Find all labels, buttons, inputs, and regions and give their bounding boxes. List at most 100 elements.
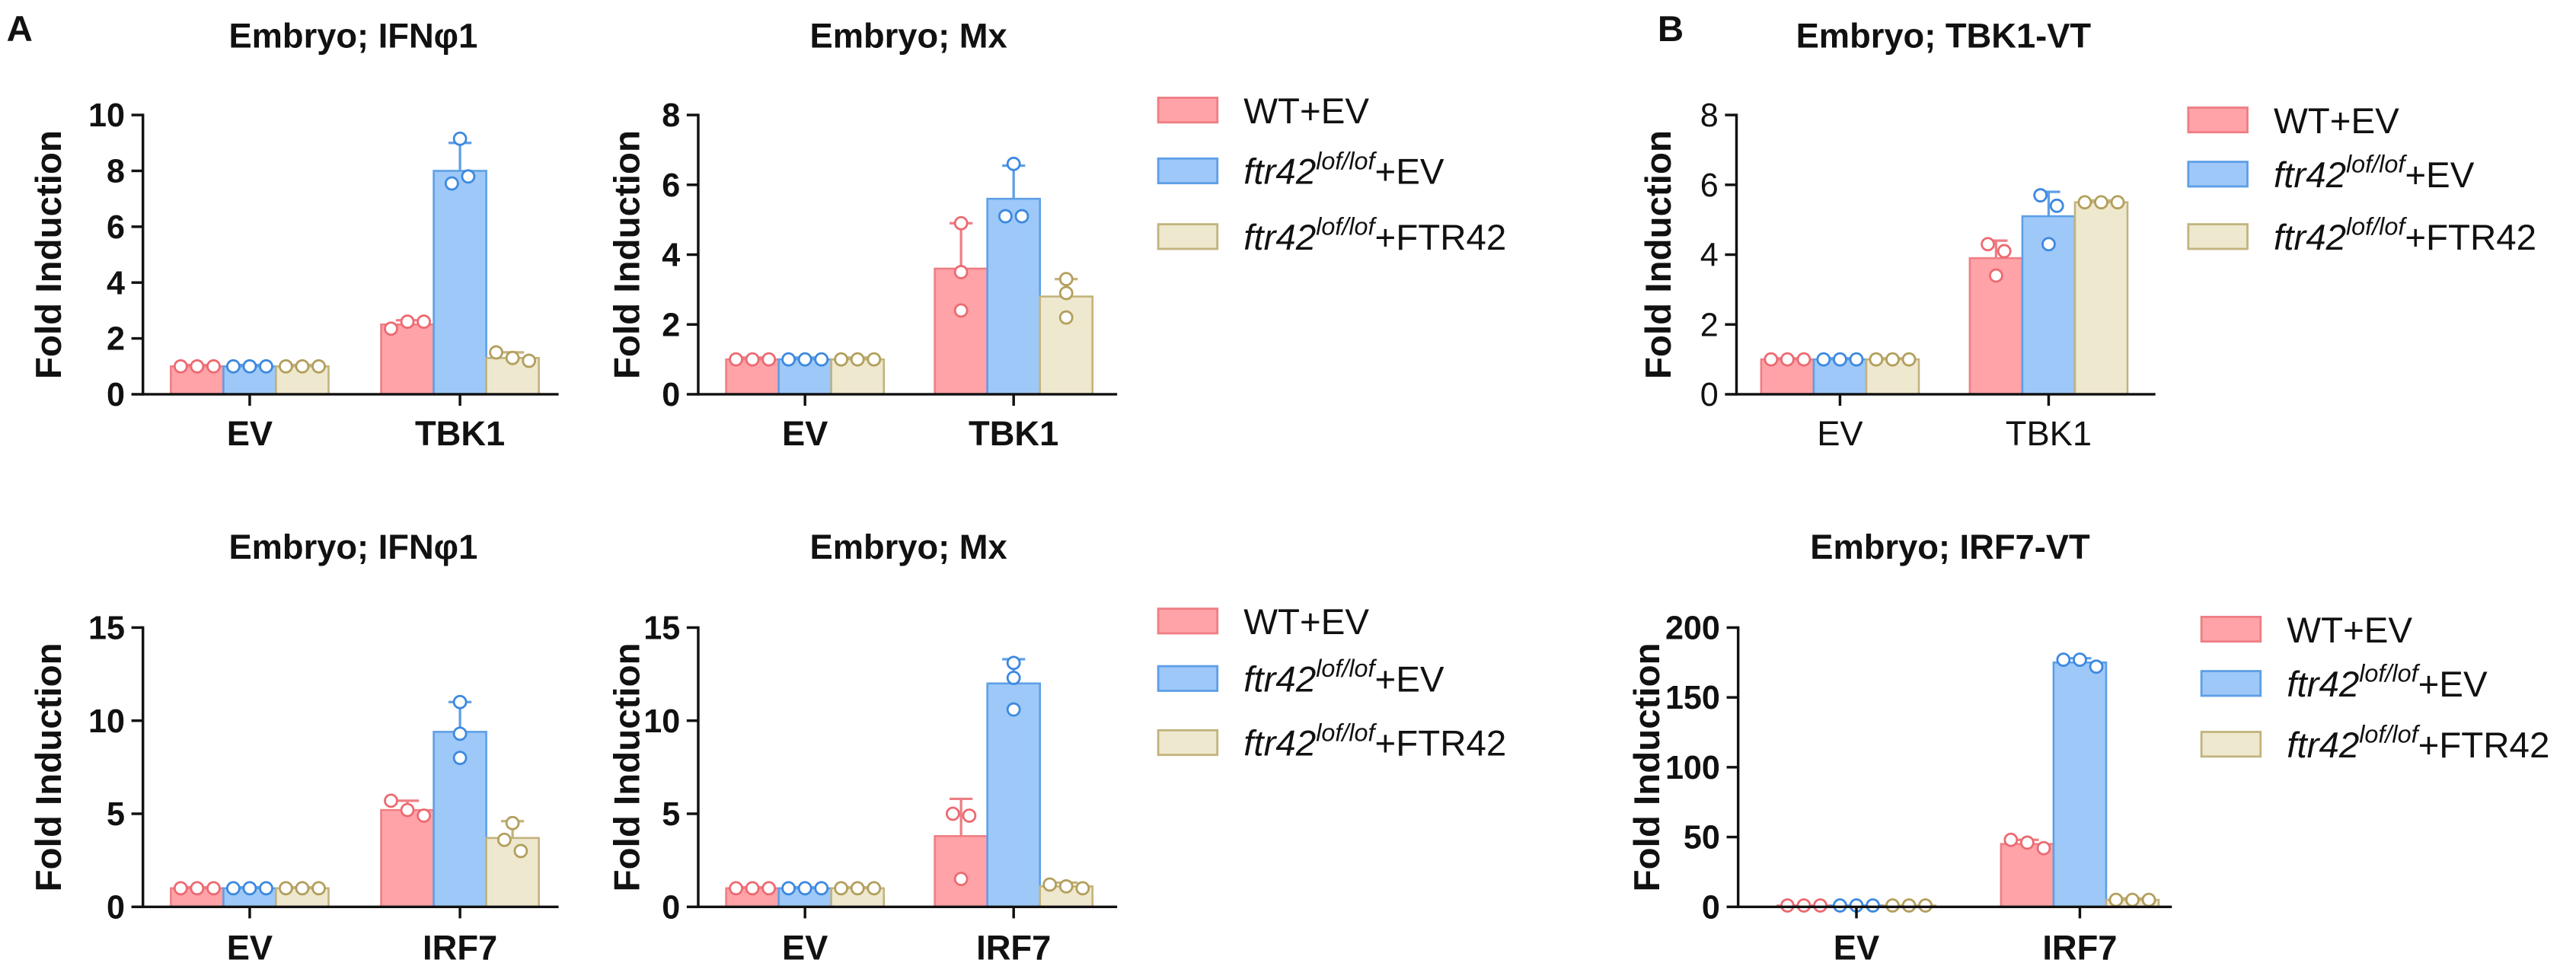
- legend-swatch: [2200, 615, 2262, 643]
- legend-condition: WT+EV: [2287, 611, 2412, 651]
- data-point-s3-irf7: [2141, 892, 2156, 907]
- legend-item: WT+EV: [1157, 91, 1369, 132]
- data-point-s3-ev: [295, 881, 310, 896]
- x-tick-label: IRF7: [423, 928, 497, 966]
- data-point-s1-irf7: [962, 808, 977, 823]
- x-tick-label: EV: [1834, 928, 1879, 966]
- legend-genotype-superscript: lof/lof: [2359, 660, 2420, 687]
- legend-gene-name: ftr42: [2274, 155, 2346, 196]
- data-point-s3-tbk1: [2077, 195, 2092, 210]
- legend-gene-name: ftr42: [1243, 724, 1316, 764]
- legend-item: WT+EV: [2200, 611, 2412, 651]
- panel-label-b: B: [1658, 9, 1684, 49]
- bar-s3-irf7: [485, 837, 540, 908]
- legend-condition: +EV: [2418, 665, 2488, 705]
- data-point-s2-tbk1: [461, 169, 476, 184]
- data-point-s1-ev: [1796, 898, 1811, 913]
- y-axis-label: Fold Induction: [1627, 642, 1668, 891]
- legend: WT+EV ftr42lof/lof+EV ftr42lof/lof+FTR42: [1157, 91, 1506, 258]
- x-tick-label: EV: [782, 928, 828, 966]
- data-point-s2-ev: [225, 359, 241, 374]
- x-tick-label: TBK1: [415, 414, 505, 453]
- y-tick-label: 8: [1700, 97, 1719, 134]
- axes: 0 2 4 6 8 EV TBK1: [662, 97, 1118, 453]
- data-point-s2-ev: [1866, 898, 1880, 913]
- data-point-s2-irf7: [2089, 659, 2104, 674]
- legend-label: ftr42lof/lof+EV: [1243, 147, 1444, 192]
- legend-swatch: [1157, 728, 1219, 757]
- data-point-s2-tbk1: [444, 176, 459, 191]
- data-point-s3-irf7: [2125, 892, 2140, 907]
- data-point-s3-ev: [867, 352, 882, 367]
- data-point-s2-irf7: [1006, 655, 1021, 671]
- data-point-s2-irf7: [1006, 671, 1021, 685]
- y-tick-label: 10: [643, 703, 680, 740]
- data-point-s1-irf7: [417, 808, 432, 823]
- legend-swatch: [2187, 223, 2249, 250]
- data-point-s1-ev: [745, 352, 760, 367]
- data-points: [173, 131, 537, 374]
- legend-label: WT+EV: [1243, 91, 1369, 132]
- data-point-s1-tbk1: [400, 314, 415, 329]
- data-point-s1-ev: [173, 881, 188, 896]
- x-tick-label: EV: [227, 414, 273, 453]
- data-points: [1764, 188, 2125, 367]
- y-tick-label: 150: [1665, 680, 1720, 716]
- data-point-s2-ev: [242, 881, 257, 896]
- legend-label: ftr42lof/lof+FTR42: [1243, 719, 1506, 764]
- data-point-s1-ev: [761, 881, 777, 896]
- y-tick-label: 10: [88, 97, 125, 134]
- legend-gene-name: ftr42: [1243, 218, 1316, 258]
- legend-gene-name: ftr42: [2274, 218, 2346, 258]
- data-point-s1-irf7: [400, 802, 415, 818]
- bar-s2-irf7: [986, 682, 1042, 908]
- data-point-s1-ev: [190, 881, 205, 896]
- data-point-s3-ev: [1918, 898, 1933, 913]
- data-point-s1-tbk1: [953, 215, 969, 231]
- data-point-s1-ev: [206, 359, 221, 374]
- legend-condition: +EV: [1375, 152, 1444, 193]
- data-point-s1-tbk1: [953, 265, 969, 279]
- data-point-s1-tbk1: [1997, 244, 2012, 259]
- chart-title: Embryo; Mx: [810, 17, 1007, 56]
- legend-label: ftr42lof/lof+FTR42: [1243, 213, 1506, 258]
- y-tick-label: 15: [88, 611, 125, 647]
- legend-gene-name: ftr42: [2287, 665, 2359, 705]
- legend-swatch: [2187, 106, 2249, 134]
- legend-gene-name: ftr42: [1243, 152, 1316, 193]
- legend-condition: +FTR42: [2405, 218, 2536, 258]
- y-tick-label: 0: [662, 889, 680, 926]
- legend-swatch: [2200, 670, 2262, 697]
- chart-title: Embryo; IFNφ1: [228, 17, 477, 56]
- chart-2: Embryo; Mx Fold Induction 0 2 4 6 8 EV TBK1 WT+EV…: [607, 17, 1506, 453]
- y-axis-label: Fold Induction: [607, 130, 647, 379]
- data-point-s3-ev: [279, 359, 293, 374]
- legend-label: ftr42lof/lof+FTR42: [2274, 213, 2536, 258]
- bar-s2-irf7: [2052, 661, 2108, 908]
- data-point-s1-ev: [761, 352, 777, 367]
- data-point-s1-irf7: [384, 793, 398, 808]
- legend-genotype-superscript: lof/lof: [2346, 151, 2407, 178]
- data-point-s2-ev: [242, 359, 257, 374]
- chart-title: Embryo; Mx: [810, 528, 1007, 566]
- data-point-s2-tbk1: [2049, 198, 2064, 213]
- error-bar-s1-irf7: [950, 797, 973, 837]
- y-tick-label: 5: [107, 796, 125, 833]
- legend-genotype-superscript: lof/lof: [2359, 720, 2420, 748]
- x-tick-label: EV: [227, 928, 273, 966]
- data-point-s3-tbk1: [489, 345, 503, 360]
- data-point-s2-ev: [1833, 352, 1847, 367]
- data-points: [729, 156, 1074, 367]
- data-point-s3-irf7: [505, 815, 520, 831]
- data-point-s1-tbk1: [1981, 237, 1995, 252]
- data-point-s3-tbk1: [2110, 195, 2125, 210]
- y-tick-label: 6: [1700, 167, 1719, 204]
- data-point-s1-ev: [173, 359, 188, 374]
- legend-label: ftr42lof/lof+EV: [1243, 655, 1444, 700]
- legend-item: ftr42lof/lof+EV: [2200, 660, 2488, 705]
- data-point-s2-irf7: [2056, 652, 2071, 667]
- y-tick-label: 4: [107, 265, 125, 301]
- data-point-s3-tbk1: [522, 353, 537, 368]
- x-tick-label: EV: [782, 414, 828, 453]
